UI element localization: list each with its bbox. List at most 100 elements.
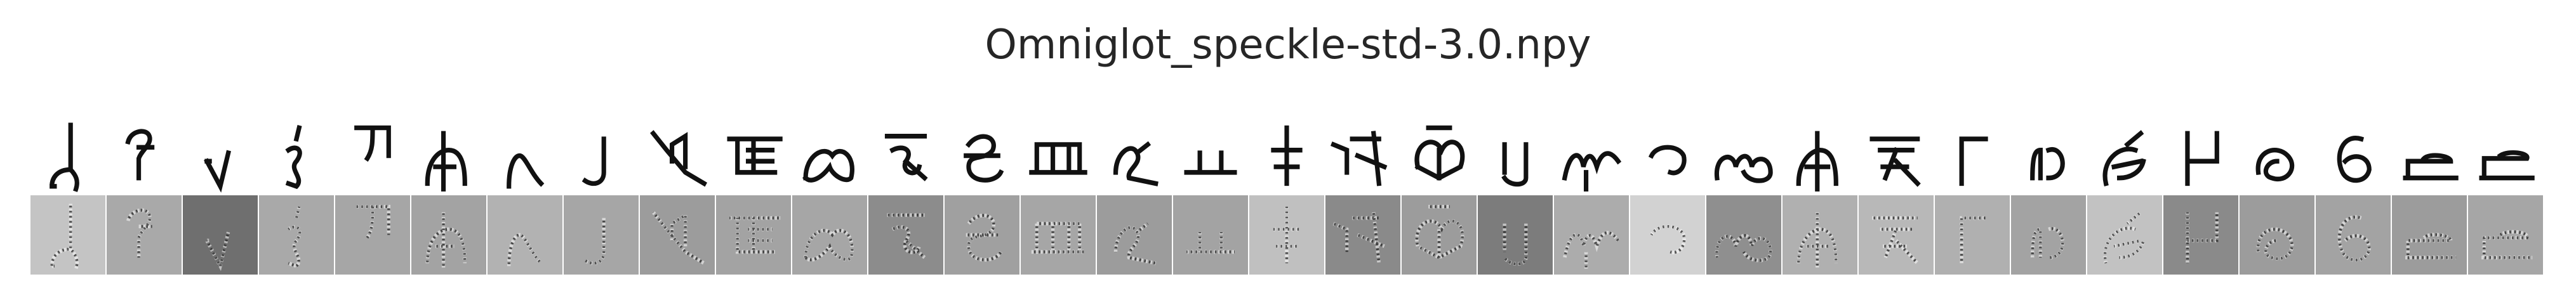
clean-glyph-11 bbox=[792, 117, 867, 195]
clean-glyph-stroke bbox=[1714, 153, 1773, 183]
glyph-path bbox=[884, 134, 928, 181]
noisy-glyph-31 bbox=[2316, 195, 2391, 275]
noisy-glyph-speckle bbox=[966, 213, 1002, 262]
noisy-glyph-speckle bbox=[50, 204, 79, 269]
clean-glyph-stroke bbox=[964, 134, 1004, 183]
noisy-glyph-25 bbox=[1859, 195, 1934, 275]
clean-glyph-20 bbox=[1478, 117, 1553, 195]
glyph-path bbox=[1271, 125, 1303, 186]
speckle-light bbox=[966, 213, 1002, 262]
clean-glyph-30 bbox=[2240, 117, 2314, 195]
glyph-path bbox=[1501, 142, 1529, 187]
clean-glyph-stroke bbox=[285, 125, 302, 190]
clean-glyph-6 bbox=[411, 117, 486, 195]
noisy-glyph-6 bbox=[411, 195, 486, 275]
noisy-glyph-2 bbox=[107, 195, 182, 275]
glyph-path bbox=[1330, 131, 1388, 186]
noisy-glyph-17 bbox=[1249, 195, 1324, 275]
speckle-dark bbox=[1960, 216, 1986, 264]
clean-glyph-3 bbox=[183, 117, 258, 195]
noisy-glyph-speckle bbox=[2337, 215, 2372, 263]
noisy-glyph-11 bbox=[792, 195, 867, 275]
clean-glyph-8 bbox=[564, 117, 639, 195]
glyph-path bbox=[1414, 125, 1465, 181]
clean-glyph-stroke bbox=[125, 129, 155, 181]
glyph-path bbox=[2255, 148, 2295, 182]
noisy-glyph-12 bbox=[868, 195, 943, 275]
noisy-glyph-speckle bbox=[126, 208, 152, 258]
clean-glyph-31 bbox=[2316, 117, 2391, 195]
speckle-dark bbox=[426, 212, 467, 269]
clean-glyph-26 bbox=[1935, 117, 2010, 195]
speckle-light bbox=[2481, 230, 2533, 260]
clean-glyph-5 bbox=[335, 117, 410, 195]
glyph-path bbox=[1648, 145, 1687, 176]
noisy-glyph-32 bbox=[2392, 195, 2467, 275]
noisy-glyph-speckle bbox=[205, 231, 230, 271]
speckle-light bbox=[729, 216, 781, 254]
speckle-light bbox=[1273, 206, 1301, 264]
speckle-light bbox=[1960, 216, 1986, 264]
speckle-light bbox=[2103, 211, 2146, 264]
speckle-light bbox=[1503, 223, 1528, 266]
clean-glyph-stroke bbox=[884, 134, 928, 181]
noisy-glyph-19 bbox=[1402, 195, 1477, 275]
noisy-glyph-speckle bbox=[729, 216, 781, 254]
clean-glyph-1 bbox=[30, 117, 105, 195]
speckle-dark bbox=[584, 217, 606, 265]
speckle-light bbox=[2256, 227, 2294, 261]
clean-glyph-stroke bbox=[1869, 136, 1921, 187]
noisy-glyph-1 bbox=[30, 195, 105, 275]
glyph-path bbox=[1113, 141, 1159, 186]
clean-glyph-stroke bbox=[2102, 130, 2146, 186]
speckle-dark bbox=[1415, 205, 1464, 259]
noisy-glyph-27 bbox=[2011, 195, 2086, 275]
noisy-glyph-speckle bbox=[1503, 223, 1528, 266]
noisy-glyph-speckle bbox=[1715, 233, 1772, 263]
noisy-glyph-24 bbox=[1783, 195, 1857, 275]
noisy-glyph-speckle bbox=[1113, 222, 1157, 265]
speckle-dark bbox=[1503, 223, 1527, 266]
glyph-path bbox=[2337, 136, 2372, 183]
speckle-light bbox=[1186, 232, 1235, 254]
noisy-glyph-4 bbox=[259, 195, 334, 275]
clean-glyph-16 bbox=[1173, 117, 1248, 195]
noisy-glyph-9 bbox=[640, 195, 715, 275]
glyph-path bbox=[2102, 130, 2146, 186]
speckle-light bbox=[1113, 222, 1157, 265]
noisy-glyph-29 bbox=[2163, 195, 2238, 275]
speckle-dark bbox=[356, 205, 390, 239]
noisy-glyph-3 bbox=[183, 195, 258, 275]
clean-glyph-stroke bbox=[1562, 151, 1622, 191]
glyph-path bbox=[581, 136, 606, 186]
glyph-path bbox=[2479, 150, 2535, 181]
noisy-glyph-33 bbox=[2468, 195, 2543, 275]
clean-glyph-18 bbox=[1325, 117, 1400, 195]
clean-glyph-7 bbox=[488, 117, 562, 195]
glyph-path bbox=[802, 148, 854, 183]
noisy-glyph-speckle bbox=[887, 213, 926, 259]
clean-glyph-28 bbox=[2087, 117, 2162, 195]
speckle-dark bbox=[966, 214, 1002, 261]
clean-glyph-stroke bbox=[1330, 131, 1388, 186]
glyph-path bbox=[650, 130, 708, 187]
glyph-path bbox=[425, 131, 467, 191]
noisy-glyph-18 bbox=[1325, 195, 1400, 275]
clean-glyph-stroke bbox=[581, 136, 606, 186]
speckle-light bbox=[126, 208, 152, 258]
glyph-path bbox=[1714, 153, 1773, 183]
clean-glyph-stroke bbox=[1796, 131, 1838, 191]
noisy-glyph-speckle bbox=[507, 233, 543, 266]
noisy-glyph-15 bbox=[1097, 195, 1172, 275]
clean-glyph-22 bbox=[1630, 117, 1705, 195]
speckle-light bbox=[425, 212, 467, 269]
clean-glyph-row bbox=[30, 117, 2544, 195]
noisy-glyph-21 bbox=[1554, 195, 1629, 275]
speckle-light bbox=[2186, 212, 2219, 264]
glyph-path bbox=[2030, 147, 2065, 181]
speckle-light bbox=[50, 204, 79, 269]
clean-glyph-stroke bbox=[425, 131, 467, 191]
noisy-glyph-speckle bbox=[804, 228, 854, 262]
clean-glyph-15 bbox=[1097, 117, 1172, 195]
clean-glyph-stroke bbox=[2255, 148, 2295, 182]
